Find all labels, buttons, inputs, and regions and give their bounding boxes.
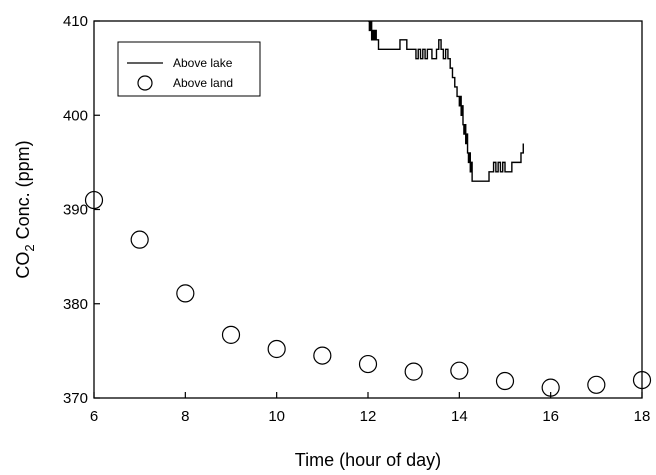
above-land-point: [495, 371, 515, 391]
y-tick-label: 380: [63, 296, 88, 313]
x-axis: 6 8 10 12 14 16 18: [90, 392, 651, 425]
x-tick-label: 10: [268, 408, 285, 425]
legend: Above lake Above land: [117, 41, 261, 97]
x-tick-label: 16: [542, 408, 559, 425]
x-tick-label: 8: [181, 408, 189, 425]
series-above-land: [84, 190, 652, 397]
above-land-point: [313, 346, 332, 365]
above-land-point: [176, 284, 195, 303]
y-tick-label: 400: [63, 107, 88, 124]
above-land-point: [221, 325, 241, 344]
x-tick-label: 6: [90, 408, 98, 425]
legend-circle-swatch: [137, 75, 153, 91]
x-tick-label: 14: [451, 408, 468, 425]
y-axis: 370 380 390 400 410: [63, 13, 100, 407]
y-tick-label: 370: [63, 390, 88, 407]
above-land-point: [587, 375, 606, 394]
above-land-point: [450, 361, 469, 380]
x-tick-label: 18: [634, 408, 651, 425]
above-land-point: [130, 230, 149, 249]
legend-label-above-land: Above land: [173, 76, 233, 90]
series-above-lake: [368, 21, 524, 182]
above-land-point: [358, 354, 378, 374]
legend-label-above-lake: Above lake: [173, 56, 233, 70]
x-axis-title: Time (hour of day): [295, 450, 441, 470]
y-axis-title: CO2 Conc. (ppm): [13, 140, 37, 278]
above-lake-line: [368, 21, 524, 182]
above-land-point: [404, 362, 423, 381]
x-tick-label: 12: [360, 408, 377, 425]
above-land-point: [267, 339, 286, 359]
y-tick-label: 410: [63, 13, 88, 30]
y-tick-label: 390: [63, 202, 88, 219]
